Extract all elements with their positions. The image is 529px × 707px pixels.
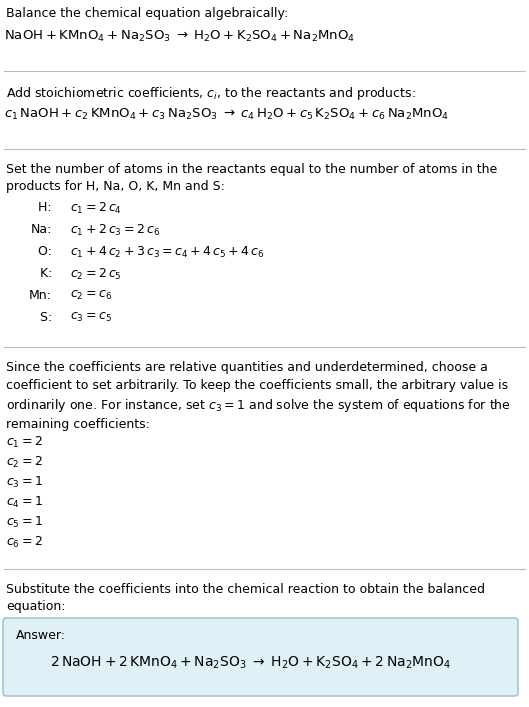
Text: $c_2 = 2$: $c_2 = 2$ bbox=[6, 455, 43, 470]
Text: $\mathrm{2\,NaOH + 2\,KMnO_4 + Na_2SO_3 \;\rightarrow\; H_2O + K_2SO_4 + 2\,Na_2: $\mathrm{2\,NaOH + 2\,KMnO_4 + Na_2SO_3 … bbox=[50, 655, 451, 672]
Text: $c_1\,\mathrm{NaOH} + c_2\,\mathrm{KMnO_4} + c_3\,\mathrm{Na_2SO_3} \;\rightarro: $c_1\,\mathrm{NaOH} + c_2\,\mathrm{KMnO_… bbox=[4, 107, 449, 122]
Text: Set the number of atoms in the reactants equal to the number of atoms in the
pro: Set the number of atoms in the reactants… bbox=[6, 163, 497, 193]
Text: Na:: Na: bbox=[31, 223, 52, 236]
Text: $c_2 = 2\,c_5$: $c_2 = 2\,c_5$ bbox=[70, 267, 122, 282]
Text: Balance the chemical equation algebraically:: Balance the chemical equation algebraica… bbox=[6, 7, 288, 20]
Text: S:: S: bbox=[32, 311, 52, 324]
Text: $\mathrm{NaOH + KMnO_4 + Na_2SO_3 \;\rightarrow\; H_2O + K_2SO_4 + Na_2MnO_4}$: $\mathrm{NaOH + KMnO_4 + Na_2SO_3 \;\rig… bbox=[4, 29, 355, 44]
Text: $c_6 = 2$: $c_6 = 2$ bbox=[6, 535, 43, 550]
Text: $c_2 = c_6$: $c_2 = c_6$ bbox=[70, 289, 112, 302]
Text: $c_1 = 2\,c_4$: $c_1 = 2\,c_4$ bbox=[70, 201, 122, 216]
FancyBboxPatch shape bbox=[3, 618, 518, 696]
Text: $c_1 + 4\,c_2 + 3\,c_3 = c_4 + 4\,c_5 + 4\,c_6$: $c_1 + 4\,c_2 + 3\,c_3 = c_4 + 4\,c_5 + … bbox=[70, 245, 264, 260]
Text: Add stoichiometric coefficients, $c_i$, to the reactants and products:: Add stoichiometric coefficients, $c_i$, … bbox=[6, 85, 416, 102]
Text: $c_5 = 1$: $c_5 = 1$ bbox=[6, 515, 43, 530]
Text: Mn:: Mn: bbox=[29, 289, 52, 302]
Text: O:: O: bbox=[30, 245, 52, 258]
Text: Since the coefficients are relative quantities and underdetermined, choose a
coe: Since the coefficients are relative quan… bbox=[6, 361, 511, 431]
Text: Substitute the coefficients into the chemical reaction to obtain the balanced
eq: Substitute the coefficients into the che… bbox=[6, 583, 485, 613]
Text: K:: K: bbox=[32, 267, 52, 280]
Text: Answer:: Answer: bbox=[16, 629, 66, 642]
Text: H:: H: bbox=[30, 201, 52, 214]
Text: $c_3 = 1$: $c_3 = 1$ bbox=[6, 475, 43, 490]
Text: $c_3 = c_5$: $c_3 = c_5$ bbox=[70, 311, 112, 324]
Text: $c_1 = 2$: $c_1 = 2$ bbox=[6, 435, 43, 450]
Text: $c_1 + 2\,c_3 = 2\,c_6$: $c_1 + 2\,c_3 = 2\,c_6$ bbox=[70, 223, 160, 238]
Text: $c_4 = 1$: $c_4 = 1$ bbox=[6, 495, 43, 510]
